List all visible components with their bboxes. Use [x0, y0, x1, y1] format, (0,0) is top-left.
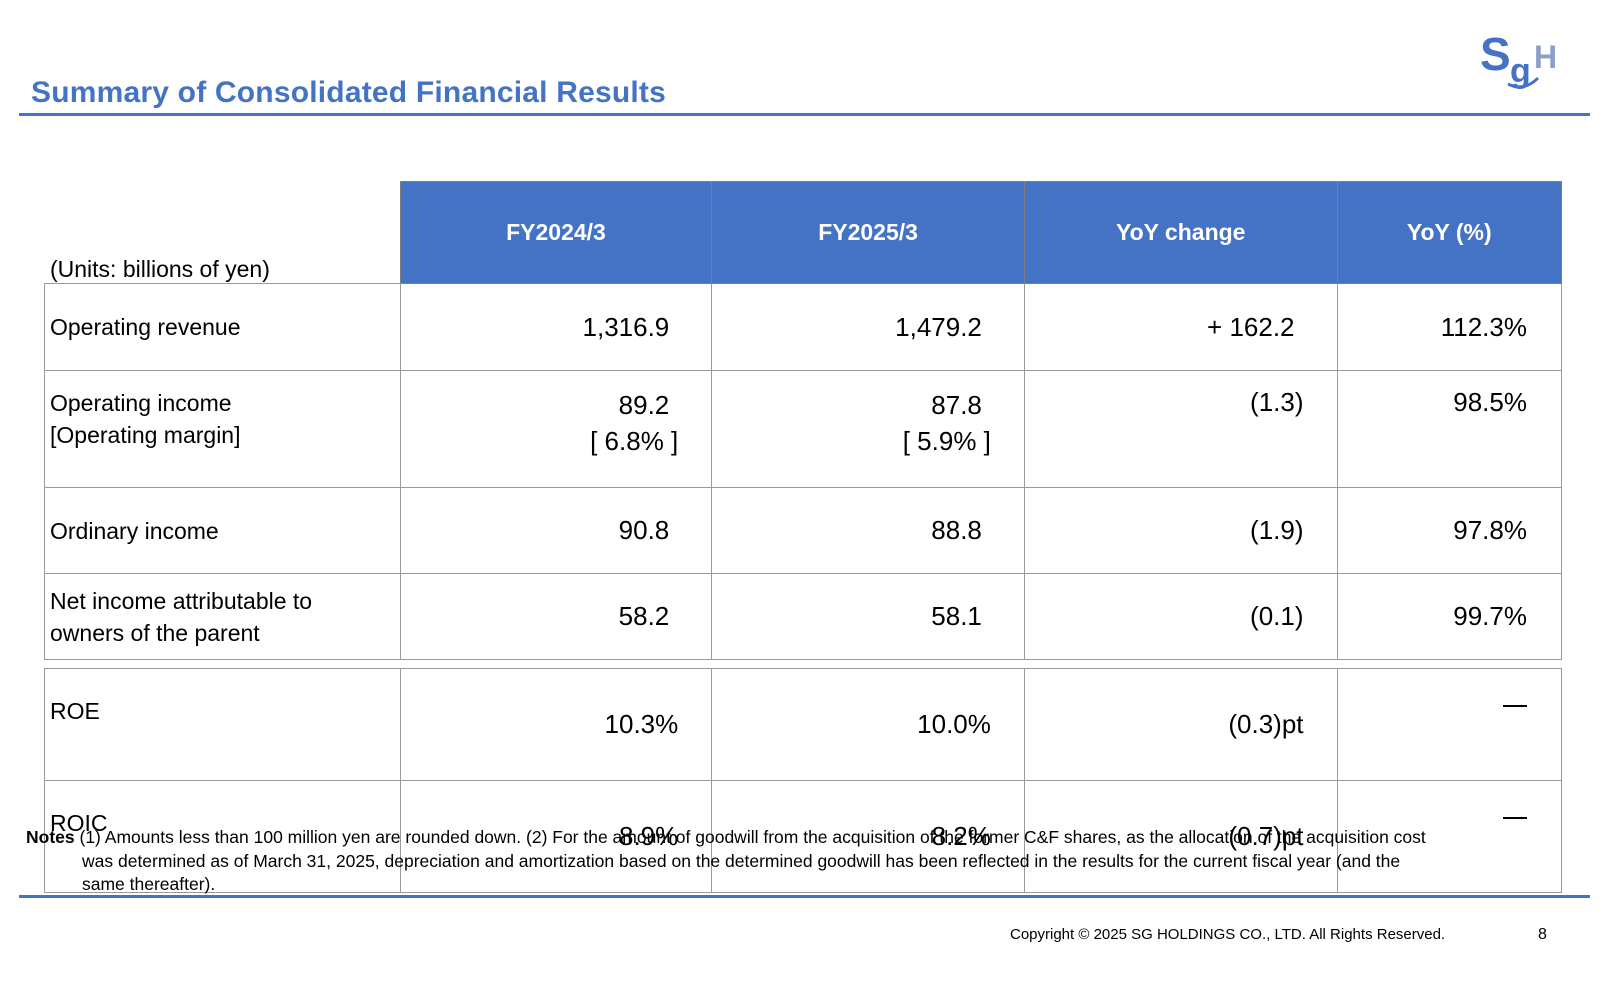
yoy-pct-value: 99.7% [1336, 573, 1563, 660]
company-logo: S g H [1480, 26, 1572, 90]
row-label: Net income attributable to owners of the… [44, 573, 401, 660]
table-row: Ordinary income 90.8 88.8 (1.9) 97.8% [44, 487, 1563, 574]
svg-text:H: H [1534, 39, 1557, 75]
fy2024-value: 1,316.9 [399, 283, 713, 371]
notes: Notes (1) Amounts less than 100 million … [26, 826, 1566, 897]
row-gap [44, 659, 1562, 669]
fy2025-value-main: 87.8 [931, 390, 982, 420]
fy2024-margin: [ 6.8% ] [590, 426, 679, 456]
column-header-fy2024: FY2024/3 [399, 181, 713, 284]
yoy-pct-value [1336, 780, 1563, 893]
row-label-line2: owners of the parent [50, 619, 260, 646]
yoy-change-value: (1.3) [1023, 370, 1338, 488]
table-row: ROE 10.3% 10.0% (0.3)pt [44, 668, 1563, 781]
row-label: Ordinary income [44, 487, 401, 574]
footer-divider [19, 895, 1590, 898]
table-row: ROIC 8.9% 8.2% (0.7)pt [44, 780, 1563, 893]
yoy-change-value: (1.9) [1023, 487, 1338, 574]
row-label-line2: [Operating margin] [50, 422, 241, 448]
fy2025-value: 1,479.2 [711, 283, 1025, 371]
fy2025-value: 58.1 [711, 573, 1025, 660]
yoy-change-value: (0.7)pt [1023, 780, 1338, 893]
fy2025-value: 10.0% [711, 668, 1025, 781]
row-label-line1: Operating income [50, 390, 232, 416]
notes-text-3: same thereafter). [82, 874, 216, 894]
table-row: Operating income [Operating margin] 89.2… [44, 370, 1563, 488]
fy2024-value: 90.8 [399, 487, 713, 574]
notes-text-1: (1) Amounts less than 100 million yen ar… [79, 827, 1426, 847]
notes-line1: Notes (1) Amounts less than 100 million … [26, 826, 1566, 850]
dash-icon [1503, 705, 1527, 708]
yoy-pct-value: 112.3% [1336, 283, 1563, 371]
notes-label: Notes [26, 827, 75, 847]
page-title: Summary of Consolidated Financial Result… [31, 76, 666, 109]
fy2025-value: 8.2% [711, 780, 1025, 893]
page-number: 8 [1538, 926, 1547, 943]
yoy-pct-value: 98.5% [1336, 370, 1563, 488]
yoy-change-value: (0.1) [1023, 573, 1338, 660]
table-row: Net income attributable to owners of the… [44, 573, 1563, 660]
column-header-fy2025: FY2025/3 [711, 181, 1025, 284]
copyright-text: Copyright © 2025 SG HOLDINGS CO., LTD. A… [1010, 926, 1446, 943]
svg-text:S: S [1480, 28, 1511, 80]
dash-icon [1503, 817, 1527, 820]
fy2024-value-main: 89.2 [618, 390, 670, 420]
spacer-cell [44, 659, 1562, 669]
row-label: ROIC [44, 780, 401, 893]
fy2025-margin: [ 5.9% ] [902, 426, 991, 456]
fy2024-value: 89.2 [ 6.8% ] [399, 370, 713, 488]
column-header-yoy-change: YoY change [1023, 181, 1338, 284]
yoy-pct-value [1336, 668, 1563, 781]
row-label: ROE [44, 668, 401, 781]
yoy-pct-value: 97.8% [1336, 487, 1563, 574]
column-header-yoy-pct: YoY (%) [1336, 181, 1563, 284]
fy2025-value: 88.8 [711, 487, 1025, 574]
row-label: Operating income [Operating margin] [44, 370, 401, 488]
header-blank-cell [44, 181, 401, 284]
yoy-change-value: (0.3)pt [1023, 668, 1338, 781]
row-label-line1: Net income attributable to [50, 587, 313, 614]
svg-text:g: g [1510, 52, 1531, 90]
title-divider [19, 113, 1590, 116]
table-row: Operating revenue 1,316.9 1,479.2 + 162.… [44, 283, 1563, 371]
fy2024-value: 58.2 [399, 573, 713, 660]
notes-text-2: was determined as of March 31, 2025, dep… [82, 850, 1401, 871]
row-label: Operating revenue [44, 283, 401, 371]
fy2025-value: 87.8 [ 5.9% ] [711, 370, 1025, 488]
fy2024-value: 10.3% [399, 668, 713, 781]
financial-results-table: FY2024/3 FY2025/3 YoY change YoY (%) Ope… [44, 181, 1563, 893]
yoy-change-value: + 162.2 [1023, 283, 1338, 371]
